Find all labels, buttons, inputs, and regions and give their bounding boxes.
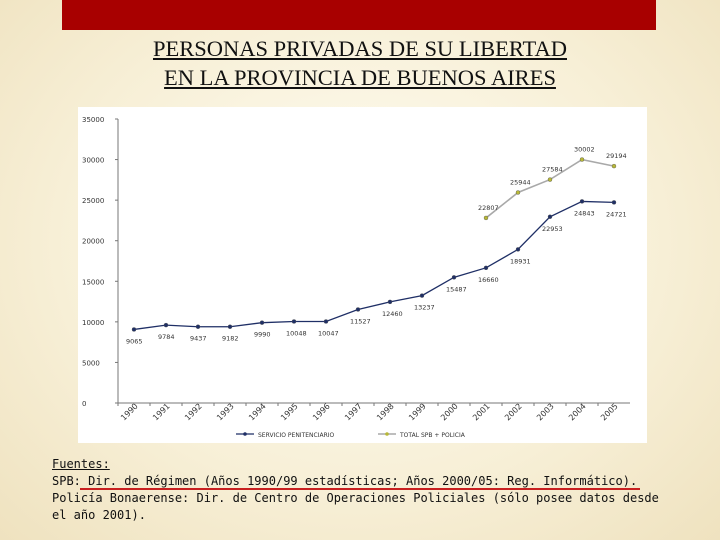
x-tick-label: 1996: [311, 402, 332, 423]
y-tick-label: 30000: [82, 157, 104, 165]
y-tick-label: 10000: [82, 319, 104, 327]
data-label-1: 22953: [542, 225, 563, 233]
y-tick-label: 20000: [82, 238, 104, 246]
data-point-2: [579, 157, 585, 162]
data-label-1: 9784: [158, 333, 175, 341]
sources-line-1: SPB: Dir. de Régimen (Años 1990/99 estad…: [52, 474, 638, 488]
x-tick-label: 1991: [151, 402, 172, 423]
x-tick-label: 1990: [119, 402, 140, 423]
data-label-1: 16660: [478, 276, 499, 284]
sources-heading: Fuentes:: [52, 457, 110, 471]
data-point-1: [419, 293, 425, 298]
data-label-2: 30002: [574, 146, 595, 154]
x-tick-label: 1992: [183, 402, 204, 423]
legend-label-2: TOTAL SPB + POLICIA: [399, 432, 466, 439]
source-highlight-line: [80, 488, 640, 490]
data-point-2: [483, 215, 489, 221]
x-tick-label: 1999: [407, 402, 428, 423]
data-label-1: 9990: [254, 331, 271, 339]
data-label-1: 24843: [574, 209, 595, 217]
data-label-1: 10048: [286, 329, 307, 337]
series-line-1: [133, 200, 615, 331]
x-tick-label: 1993: [215, 402, 236, 423]
legend-label-1: SERVICIO PENITENCIARIO: [258, 432, 335, 439]
data-label-1: 9182: [222, 335, 239, 343]
data-label-2: 22807: [478, 204, 499, 212]
data-point-1: [291, 319, 297, 324]
sources-block: Fuentes: SPB: Dir. de Régimen (Años 1990…: [52, 456, 712, 524]
data-label-1: 10047: [318, 329, 339, 337]
x-tick-label: 1998: [375, 402, 396, 423]
data-point-1: [611, 200, 617, 205]
data-point-2: [547, 177, 553, 182]
sources-line-2: Policía Bonaerense: Dir. de Centro de Op…: [52, 491, 659, 505]
sources-line-3: el año 2001).: [52, 508, 146, 522]
data-label-2: 29194: [606, 152, 627, 160]
legend-marker-2: [385, 432, 389, 436]
top-accent-bar: [62, 0, 656, 30]
title-line-1: PERSONAS PRIVADAS DE SU LIBERTAD: [153, 36, 567, 61]
data-label-1: 18931: [510, 257, 531, 265]
data-label-1: 15487: [446, 285, 467, 293]
data-label-1: 11527: [350, 317, 371, 325]
data-point-1: [323, 319, 329, 324]
y-tick-label: 25000: [82, 197, 104, 205]
x-tick-label: 1994: [247, 402, 268, 423]
data-point-1: [227, 324, 233, 329]
y-tick-label: 0: [82, 400, 86, 408]
data-label-1: 12460: [382, 310, 403, 318]
y-tick-label: 15000: [82, 278, 104, 286]
data-point-1: [195, 324, 201, 329]
data-label-2: 27584: [542, 166, 563, 174]
data-label-1: 9065: [126, 337, 143, 345]
x-tick-label: 2000: [439, 402, 460, 423]
data-point-1: [579, 199, 585, 204]
data-point-1: [259, 320, 265, 325]
data-point-1: [515, 247, 521, 252]
data-point-1: [355, 307, 361, 312]
data-label-2: 25944: [510, 178, 531, 186]
data-label-1: 24721: [606, 210, 627, 218]
x-tick-label: 1995: [279, 402, 300, 423]
data-point-1: [547, 214, 553, 219]
x-tick-label: 2001: [471, 402, 492, 423]
x-tick-label: 2002: [503, 402, 524, 423]
data-point-1: [451, 275, 457, 280]
data-point-2: [611, 163, 617, 169]
data-point-1: [387, 299, 393, 305]
data-point-1: [163, 322, 169, 328]
chart-panel: 0 5000 10000 15000 20000 25000 30000 35000 1990 1…: [78, 107, 647, 443]
x-tick-label: 2005: [599, 402, 620, 423]
y-tick-label: 35000: [82, 116, 104, 124]
data-point-1: [483, 265, 489, 271]
x-tick-label: 2004: [567, 402, 588, 423]
x-tick-label: 2003: [535, 402, 556, 423]
line-chart: 0 5000 10000 15000 20000 25000 30000 35000 1990 1…: [82, 116, 630, 439]
y-tick-label: 5000: [82, 359, 100, 367]
data-label-1: 9437: [190, 335, 207, 343]
title-line-2: EN LA PROVINCIA DE BUENOS AIRES: [164, 65, 556, 90]
data-label-1: 13237: [414, 304, 435, 312]
legend-marker-1: [243, 432, 247, 436]
page-title: PERSONAS PRIVADAS DE SU LIBERTAD EN LA P…: [0, 34, 720, 92]
x-tick-label: 1997: [343, 402, 364, 423]
data-point-2: [515, 190, 521, 195]
data-point-1: [131, 327, 137, 332]
